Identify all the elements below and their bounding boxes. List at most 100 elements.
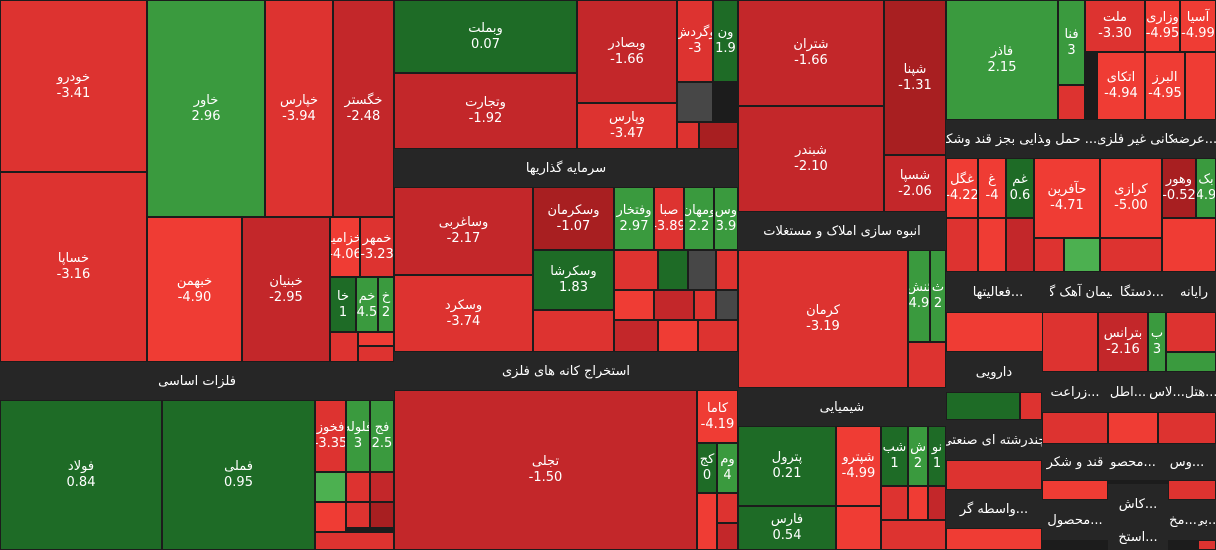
sector-header[interactable]: فعالیتها... [946, 272, 1050, 312]
treemap-tile[interactable]: خبنیان -2.95 [242, 217, 330, 362]
sector-header[interactable]: چندرشته ای صنعتی [946, 420, 1042, 460]
treemap-tile[interactable]: غم 0.6 [1006, 158, 1034, 218]
treemap-tile[interactable]: خزامیا-4.06 [330, 217, 360, 277]
sector-header[interactable]: مخ... [1168, 500, 1198, 540]
treemap-tile[interactable]: خودرو -3.41 [0, 0, 147, 172]
treemap-tile[interactable]: وگردش-3 [677, 0, 713, 82]
sector-header[interactable]: اطل... [1108, 372, 1148, 412]
sector-header[interactable]: هتل... [1186, 372, 1216, 412]
sector-header[interactable]: لاس... [1148, 372, 1186, 412]
treemap-tile[interactable]: خبهمن -4.90 [147, 217, 242, 362]
tile-change-value: 3 [1067, 42, 1076, 58]
treemap-tile[interactable]: وس 3.9 [714, 187, 738, 250]
treemap-filler-tile [330, 332, 358, 362]
treemap-tile[interactable]: فخوز -3.35 [315, 400, 346, 472]
treemap-tile[interactable]: فنا 3 [1058, 0, 1085, 85]
treemap-tile[interactable]: وزاری -4.95 [1145, 0, 1180, 52]
sector-header[interactable]: دستگا... [1112, 272, 1172, 312]
treemap-tile[interactable]: خاور 2.96 [147, 0, 265, 217]
sector-header[interactable]: محصو... [1108, 444, 1158, 480]
sector-header[interactable]: دارویی [946, 352, 1042, 392]
treemap-tile[interactable]: ثنش 4.9 [908, 250, 930, 342]
sector-header[interactable]: قند و شکر [1042, 444, 1108, 480]
sector-header[interactable]: کاش... [1108, 484, 1168, 524]
treemap-tile[interactable]: پترول 0.21 [738, 426, 836, 506]
treemap-tile[interactable]: خپارس -3.94 [265, 0, 333, 217]
treemap-tile[interactable]: اتکای -4.94 [1097, 52, 1145, 120]
sector-header[interactable]: بی... [1198, 500, 1216, 540]
treemap-tile[interactable]: غگل -4.22 [946, 158, 978, 218]
tile-change-value: 0.6 [1009, 188, 1031, 203]
sector-header[interactable]: کانی غیر فلزی [1098, 120, 1173, 158]
treemap-tile[interactable]: خساپا -3.16 [0, 172, 147, 362]
treemap-tile[interactable]: وساغربی -2.17 [394, 187, 533, 275]
sector-header[interactable]: واسطه گر... [946, 490, 1042, 528]
sector-header[interactable]: زراعت... [1042, 372, 1108, 412]
treemap-tile[interactable]: وبصادر -1.66 [577, 0, 677, 103]
treemap-tile[interactable]: نو 1 [928, 426, 946, 486]
treemap-tile[interactable]: وسکرمان -1.07 [533, 187, 614, 250]
treemap-tile[interactable]: وسکرشا 1.83 [533, 250, 614, 310]
treemap-tile[interactable]: کاما -4.19 [697, 390, 738, 443]
treemap-tile[interactable]: فلوله3 [346, 400, 370, 472]
treemap-tile[interactable]: شپنا -1.31 [884, 0, 946, 155]
treemap-tile[interactable]: وسکرد -3.74 [394, 275, 533, 352]
treemap-tile[interactable]: صبا-3.89 [654, 187, 684, 250]
treemap-tile[interactable]: شتران -1.66 [738, 0, 884, 106]
treemap-tile[interactable]: شبندر -2.10 [738, 106, 884, 212]
sector-header[interactable]: انبوه سازی املاک و مستغلات [738, 212, 946, 250]
treemap-tile[interactable]: غ -4 [978, 158, 1006, 218]
treemap-filler-tile [978, 218, 1006, 272]
treemap-tile[interactable]: خا 1 [330, 277, 356, 332]
treemap-tile[interactable]: وپارس -3.47 [577, 103, 677, 149]
treemap-tile[interactable]: فج 2.5 [370, 400, 394, 472]
sector-header[interactable]: رایانه [1172, 272, 1216, 312]
sector-header[interactable]: استخراج کانه های فلزی [394, 352, 738, 390]
treemap-tile[interactable]: البرز -4.95 [1145, 52, 1185, 120]
treemap-tile[interactable]: خمهر -3.23 [360, 217, 394, 277]
tile-symbol: وبصادر [608, 35, 646, 51]
treemap-tile[interactable]: کرمان -3.19 [738, 250, 908, 388]
sector-header[interactable]: استخ... [1108, 524, 1168, 550]
treemap-tile[interactable]: وبملت 0.07 [394, 0, 577, 73]
treemap-tile[interactable]: وفتخار 2.97 [614, 187, 654, 250]
treemap-tile[interactable]: کرازی -5.00 [1100, 158, 1162, 238]
treemap-tile[interactable]: خگستر -2.48 [333, 0, 394, 217]
treemap-tile[interactable]: وتجارت -1.92 [394, 73, 577, 149]
sector-header[interactable]: شیمیایی [738, 388, 946, 426]
sector-header[interactable]: عرضه... [1173, 120, 1216, 158]
treemap-tile[interactable]: ومهان 2.2 [684, 187, 714, 250]
treemap-tile[interactable]: شب 1 [881, 426, 908, 486]
treemap-tile[interactable]: حآفرین -4.71 [1034, 158, 1100, 238]
treemap-tile[interactable]: وم 4 [717, 443, 738, 493]
tile-symbol: وتجارت [465, 95, 506, 110]
treemap-filler-tile [1042, 412, 1108, 444]
treemap-tile[interactable]: فملی 0.95 [162, 400, 315, 550]
treemap-tile[interactable]: آسیا -4.99 [1180, 0, 1216, 52]
sector-header[interactable]: حمل و ... [1044, 120, 1098, 158]
treemap-tile[interactable]: فولاد 0.84 [0, 400, 162, 550]
sector-header[interactable]: محصول... [1042, 500, 1108, 540]
treemap-tile[interactable]: تجلی -1.50 [394, 390, 697, 550]
sector-header[interactable]: سیمان آهک گچ [1050, 272, 1112, 312]
treemap-tile[interactable]: ون 1.9 [713, 0, 738, 82]
treemap-tile[interactable]: شپترو -4.99 [836, 426, 881, 506]
sector-header[interactable]: سرمایه گذاریها [394, 149, 738, 187]
treemap-tile[interactable]: کج 0 [697, 443, 717, 493]
tile-symbol: شب [882, 440, 907, 455]
treemap-tile[interactable]: ملت -3.30 [1085, 0, 1145, 52]
sector-header[interactable]: فلزات اساسی [0, 362, 394, 400]
treemap-tile[interactable]: وهور -0.52 [1162, 158, 1196, 218]
treemap-tile[interactable]: خم 4.5 [356, 277, 378, 332]
sector-header[interactable]: وس... [1158, 444, 1216, 480]
treemap-tile[interactable]: بترانس -2.16 [1098, 312, 1148, 372]
treemap-tile[interactable]: بک 4.9 [1196, 158, 1216, 218]
treemap-tile[interactable]: فارس 0.54 [738, 506, 836, 550]
treemap-tile[interactable]: شسپا -2.06 [884, 155, 946, 212]
treemap-tile[interactable]: فاذر 2.15 [946, 0, 1058, 120]
